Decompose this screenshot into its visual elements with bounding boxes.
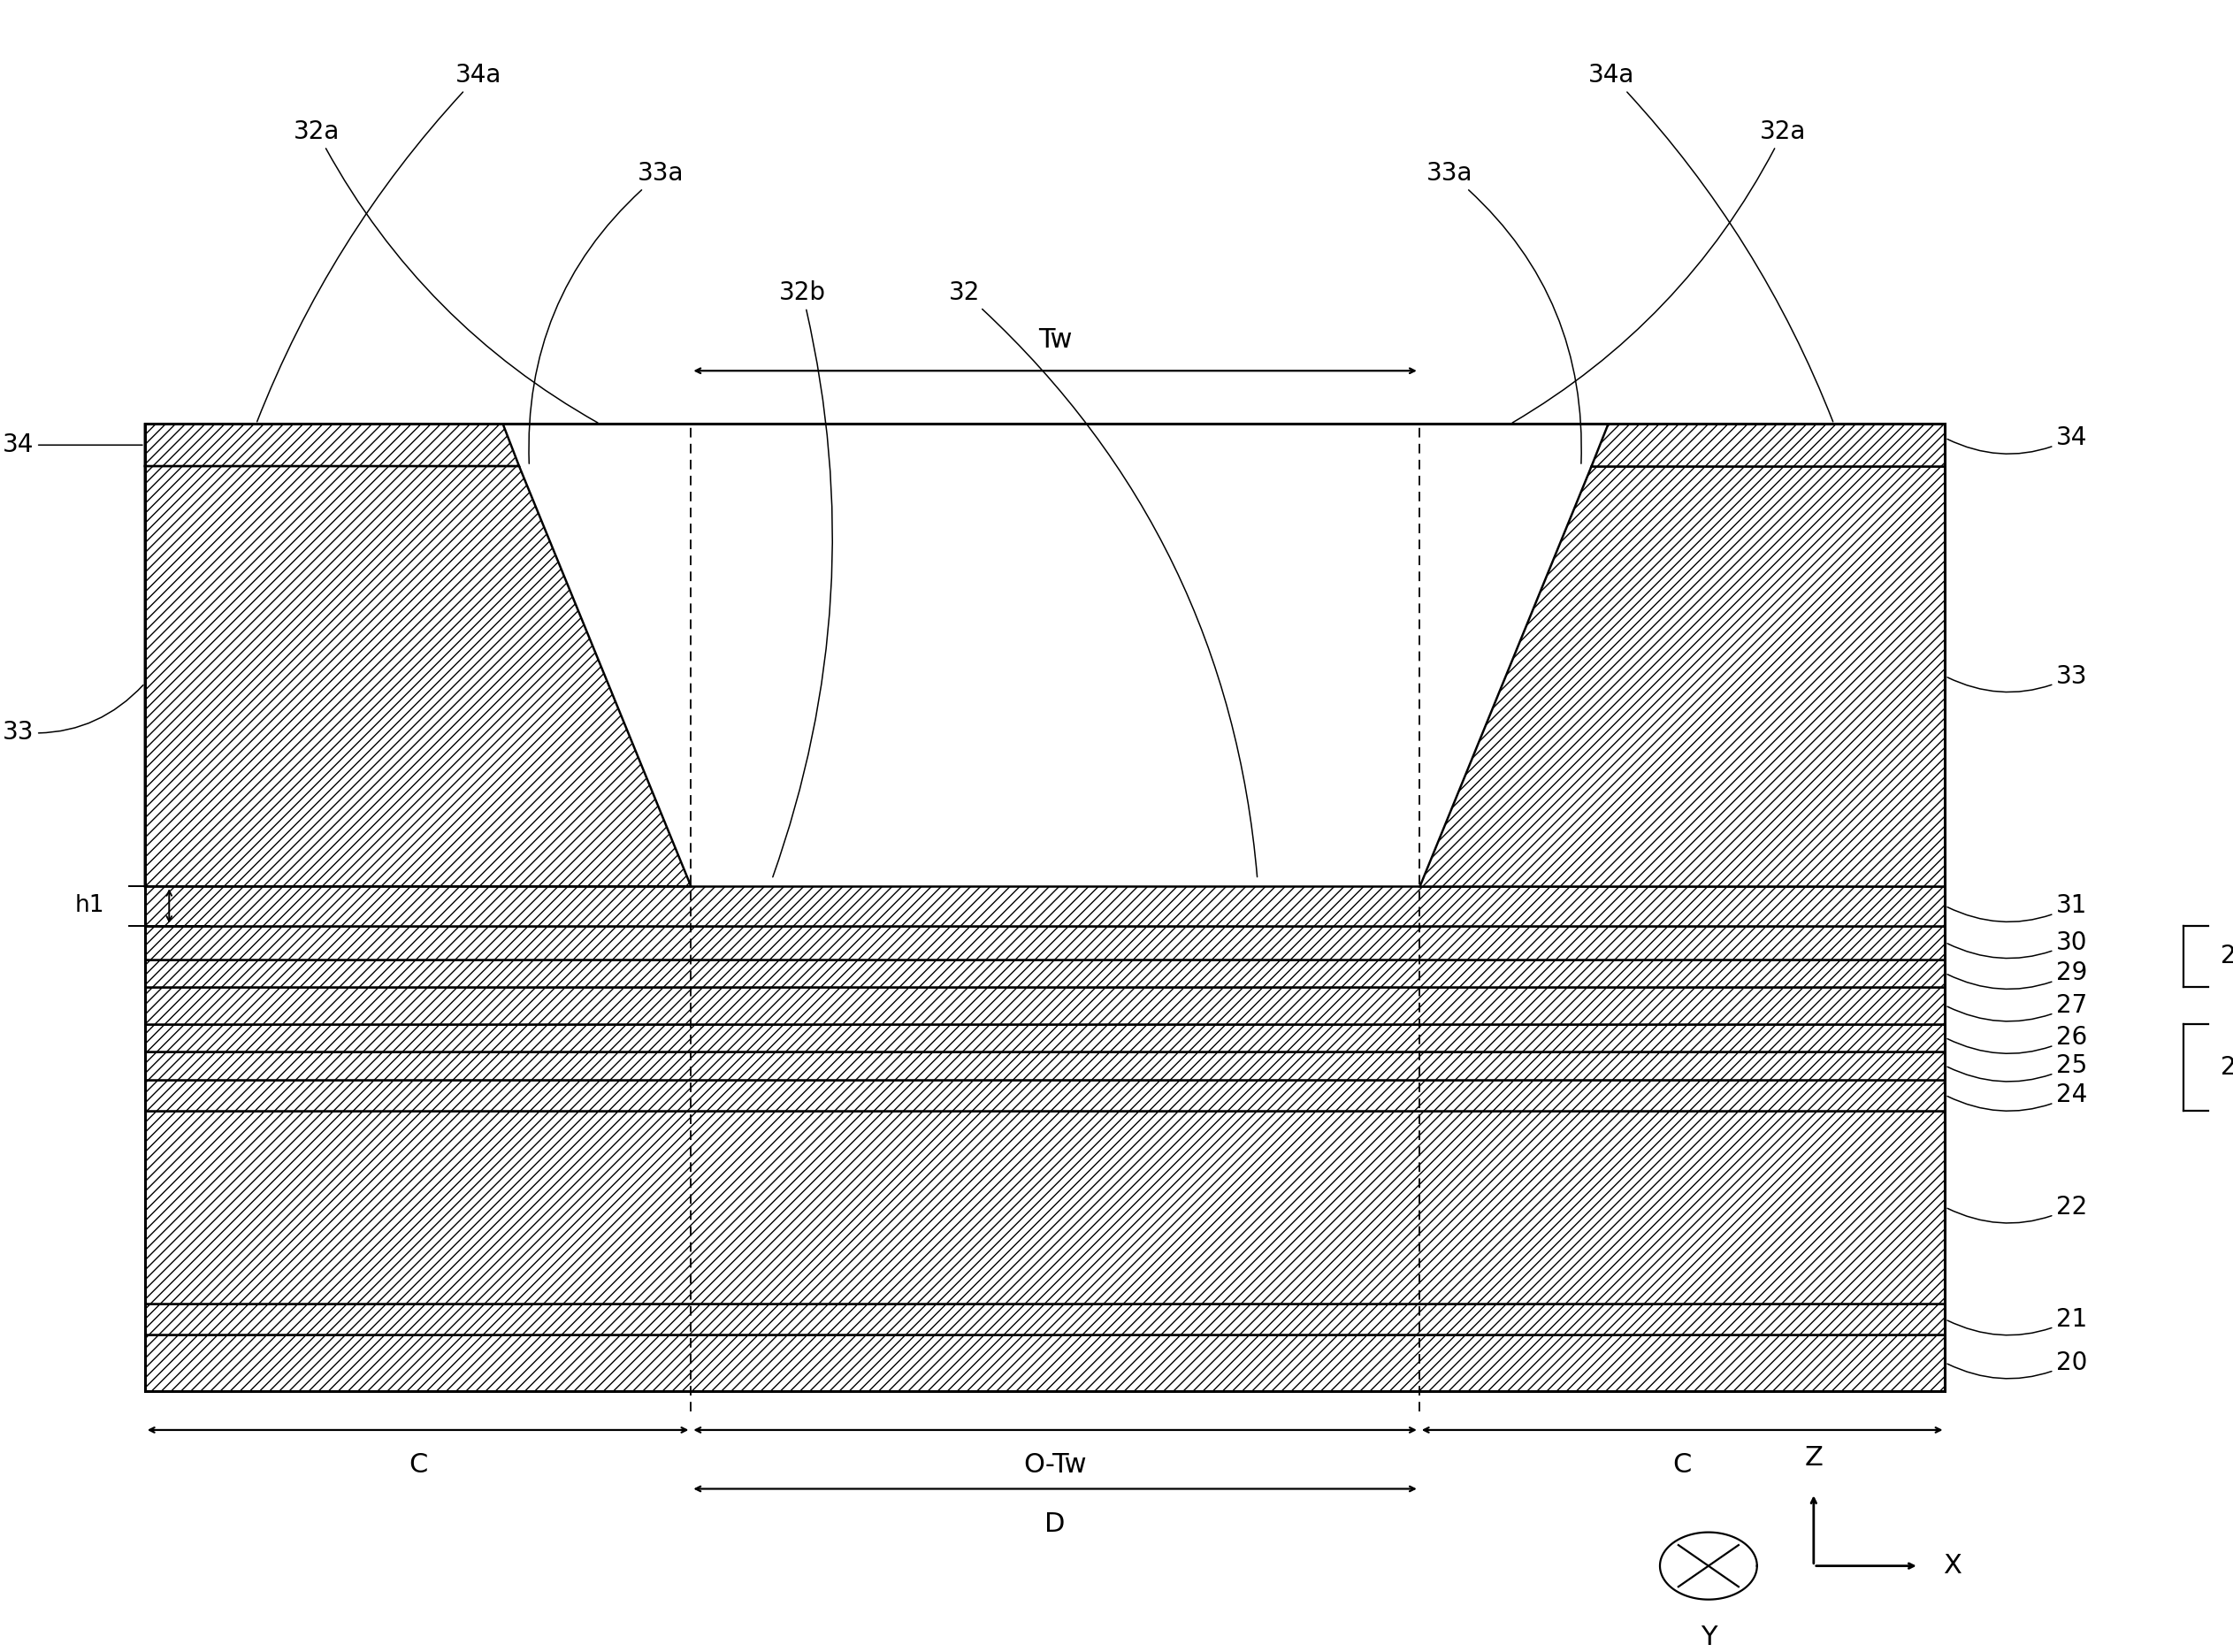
Text: h1: h1 [74, 894, 105, 917]
Text: Tw: Tw [1038, 327, 1072, 352]
Text: O-Tw: O-Tw [1023, 1452, 1087, 1479]
Bar [145, 1303, 1945, 1335]
Bar [145, 988, 1945, 1024]
Text: 33: 33 [2, 686, 143, 745]
Text: 27: 27 [1947, 993, 2088, 1021]
Bar [145, 960, 1945, 988]
Bar [145, 1052, 1945, 1080]
Bar [145, 1335, 1945, 1391]
Text: 24: 24 [1947, 1082, 2088, 1112]
Text: 22: 22 [1947, 1194, 2088, 1222]
Bar [145, 925, 1945, 960]
Polygon shape [145, 466, 690, 887]
Text: 32: 32 [949, 281, 1257, 877]
Text: 33a: 33a [1427, 160, 1581, 464]
Text: 29: 29 [1947, 961, 2088, 990]
Text: 33a: 33a [529, 160, 683, 464]
Text: 32b: 32b [773, 281, 833, 877]
Bar [145, 1024, 1945, 1052]
Text: D: D [1045, 1512, 1065, 1536]
Text: 34: 34 [2, 433, 143, 458]
Text: Z: Z [1804, 1446, 1822, 1470]
Text: 32a: 32a [1512, 119, 1806, 423]
Bar [145, 425, 1945, 1391]
Text: 33: 33 [1947, 664, 2088, 692]
Text: X: X [1943, 1553, 1961, 1579]
Text: 32a: 32a [295, 119, 598, 423]
Text: 31: 31 [1947, 894, 2088, 922]
Text: 25: 25 [1947, 1054, 2088, 1082]
Text: 30: 30 [1947, 930, 2088, 958]
Text: C: C [409, 1452, 427, 1479]
Text: 26: 26 [1947, 1026, 2088, 1054]
Bar [145, 1110, 1945, 1303]
Text: 28: 28 [2220, 943, 2233, 968]
Text: Y: Y [1699, 1624, 1717, 1650]
Text: 34a: 34a [1588, 63, 1833, 421]
Text: 20: 20 [1947, 1350, 2088, 1378]
Polygon shape [1592, 425, 1945, 466]
Text: 23: 23 [2220, 1054, 2233, 1079]
Bar [145, 1080, 1945, 1110]
Text: 34: 34 [1947, 426, 2088, 454]
Text: 21: 21 [1947, 1307, 2088, 1335]
Polygon shape [1420, 466, 1945, 887]
Text: C: C [1673, 1452, 1693, 1479]
Bar [145, 887, 1945, 925]
Polygon shape [145, 425, 518, 466]
Text: 34a: 34a [257, 63, 502, 421]
